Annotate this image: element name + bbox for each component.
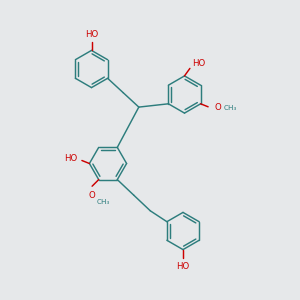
Text: HO: HO (85, 30, 98, 39)
Text: HO: HO (192, 59, 206, 68)
Text: O: O (89, 191, 95, 200)
Text: O: O (214, 103, 221, 112)
Text: CH₃: CH₃ (97, 199, 110, 205)
Text: HO: HO (64, 154, 77, 163)
Text: CH₃: CH₃ (223, 105, 237, 111)
Text: HO: HO (176, 262, 190, 271)
